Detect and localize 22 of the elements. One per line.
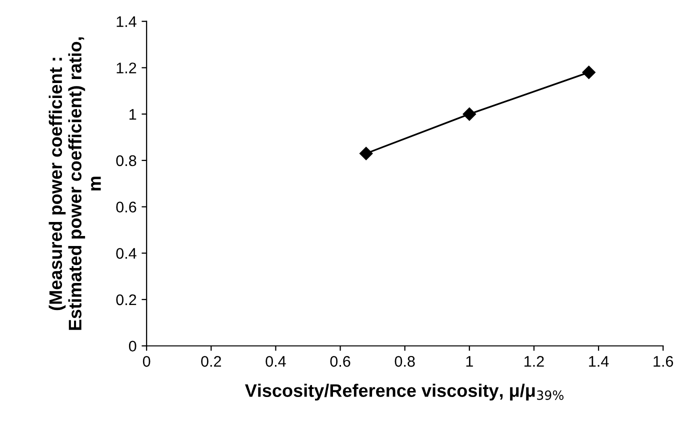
y-tick-label: 0.4 <box>116 248 136 259</box>
x-tick-label: 0.8 <box>394 356 415 367</box>
x-axis-title: Viscosity/Reference viscosity, μ/μ$_{39%}$ <box>244 384 564 401</box>
point <box>582 66 596 79</box>
y-axis-title: (Measured power coefficient : Estimated power coefficient) ratio, m <box>48 37 101 330</box>
y-tick-label: 0 <box>128 340 136 352</box>
point <box>360 146 373 160</box>
x-tick-label: 0.6 <box>330 356 350 367</box>
x-tick-label: 1.2 <box>524 356 544 367</box>
y-tick-label: 1.4 <box>116 16 136 27</box>
y-tick-label: 1.2 <box>116 62 136 74</box>
x-tick-label: 1.4 <box>589 356 609 367</box>
y-tick-label: 0.2 <box>116 294 136 306</box>
point <box>462 107 476 121</box>
y-tick-label: 0.6 <box>116 202 136 212</box>
x-tick-label: 1 <box>466 356 473 367</box>
x-tick-label: 0 <box>142 356 150 367</box>
y-tick-label: 0.8 <box>116 155 136 166</box>
x-tick-label: 0.4 <box>266 356 286 367</box>
y-tick-label: 1 <box>130 109 136 120</box>
x-tick-label: 1.6 <box>654 356 674 367</box>
x-tick-label: 0.2 <box>201 356 221 367</box>
